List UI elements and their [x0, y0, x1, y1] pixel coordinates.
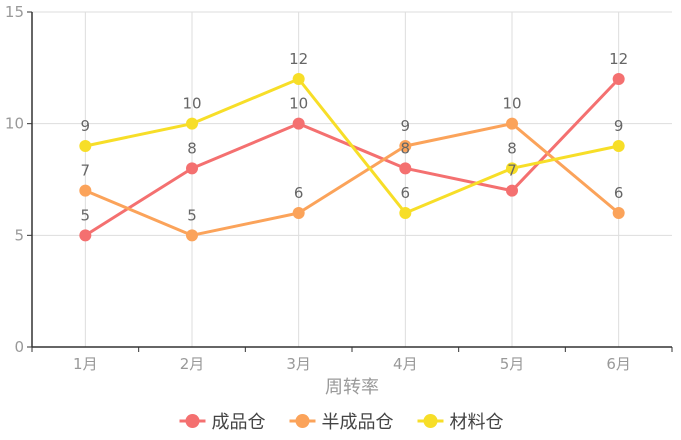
legend-marker-icon	[185, 414, 200, 428]
data-point	[79, 140, 92, 152]
series-group	[79, 73, 625, 242]
y-tick-label: 15	[5, 3, 24, 21]
data-label: 9	[401, 117, 411, 135]
grid-lines	[32, 11, 672, 347]
data-point	[399, 162, 412, 175]
x-tick-label: 5月	[500, 355, 525, 373]
legend-label: 半成品仓	[322, 412, 394, 433]
data-point	[292, 207, 305, 219]
legend-item[interactable]: 半成品仓	[289, 412, 394, 433]
data-label: 10	[182, 95, 201, 113]
data-point	[79, 229, 92, 242]
y-tick-label: 10	[5, 115, 24, 133]
data-label: 10	[502, 95, 521, 113]
data-label: 5	[187, 206, 197, 224]
data-labels: 5 8 10 8 7 12 7 5 6 9 10 6 9 10 12 6 8 9	[81, 50, 629, 224]
data-label: 7	[507, 162, 517, 180]
data-point	[506, 117, 518, 130]
data-label: 9	[614, 117, 624, 135]
data-point	[399, 140, 412, 152]
legend-label: 材料仓	[450, 412, 504, 433]
x-axis-title: 周转率	[325, 377, 379, 398]
data-label: 5	[81, 206, 91, 224]
data-point	[292, 117, 305, 130]
x-tick-label: 3月	[286, 355, 311, 373]
data-label: 7	[81, 162, 91, 180]
x-tick-label: 4月	[393, 355, 418, 373]
data-point	[612, 140, 625, 152]
x-axis-ticks: 1月 2月 3月 4月 5月 6月	[31, 347, 673, 373]
y-tick-label: 5	[14, 226, 24, 244]
data-label: 9	[81, 117, 91, 135]
legend-item[interactable]: 成品仓	[179, 412, 266, 433]
data-point	[506, 184, 518, 197]
data-point	[79, 184, 92, 197]
legend-marker-icon	[423, 414, 438, 428]
y-tick-label: 0	[14, 338, 24, 356]
x-tick-label: 1月	[73, 355, 98, 373]
legend-marker-icon	[295, 414, 310, 428]
series-line	[84, 122, 620, 237]
data-label: 6	[614, 184, 624, 202]
data-label: 12	[289, 50, 308, 68]
data-point	[292, 73, 305, 85]
x-tick-label: 6月	[606, 355, 631, 373]
data-label: 8	[401, 139, 411, 157]
legend-item[interactable]: 材料仓	[417, 412, 504, 433]
data-point	[506, 162, 518, 175]
data-label: 6	[294, 184, 304, 202]
data-point	[612, 207, 625, 219]
y-axis-ticks: 0 5 10 15	[5, 3, 32, 356]
data-point	[186, 229, 198, 242]
legend-label: 成品仓	[212, 412, 266, 433]
data-label: 8	[507, 139, 517, 157]
series-line	[84, 77, 620, 237]
data-point	[186, 162, 198, 175]
data-point	[186, 117, 198, 130]
legend[interactable]: 成品仓 半成品仓 材料仓	[179, 412, 504, 433]
data-label: 6	[401, 184, 411, 202]
series-line	[85, 77, 619, 215]
data-label: 10	[289, 95, 308, 113]
data-label: 12	[609, 50, 628, 68]
data-label: 8	[187, 139, 197, 157]
data-point	[399, 207, 412, 219]
data-point	[612, 73, 625, 85]
x-tick-label: 2月	[180, 355, 205, 373]
